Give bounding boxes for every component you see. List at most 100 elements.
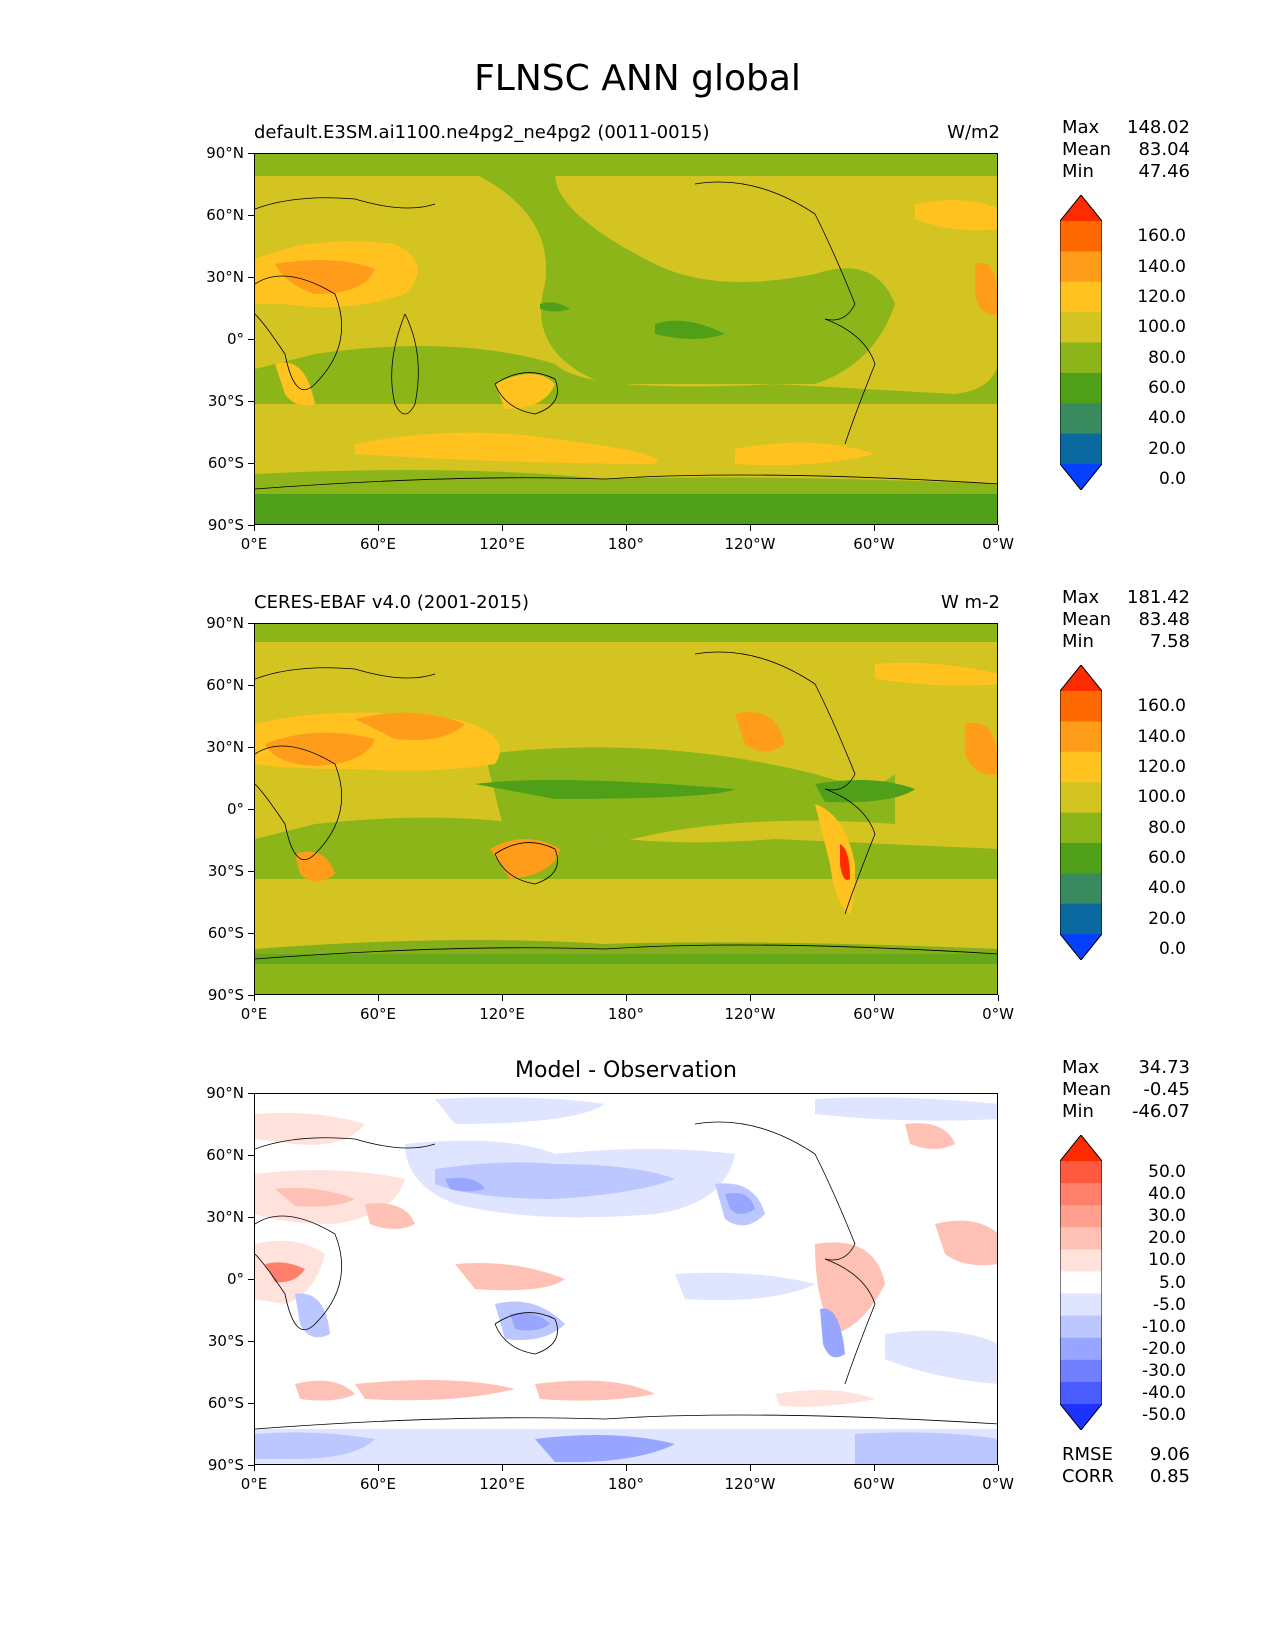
x-tick <box>874 995 875 1001</box>
colorbar-segment <box>1060 721 1102 753</box>
colorbar-tick-label: 5.0 <box>1158 1272 1186 1293</box>
colorbar-segment <box>1060 1359 1102 1383</box>
stat-corr: CORR 0.85 <box>1062 1466 1190 1487</box>
colorbar-segment <box>1060 751 1102 783</box>
panel-title-center: Model - Observation <box>515 1058 737 1083</box>
x-tick <box>502 1465 503 1471</box>
panel-units: W m-2 <box>940 592 1000 613</box>
x-tick-label: 60°E <box>359 1005 397 1023</box>
map-diff <box>254 1093 998 1465</box>
y-tick-label: 0° <box>226 800 244 818</box>
x-tick <box>378 995 379 1001</box>
y-tick-label: 90°S <box>207 1456 244 1474</box>
colorbar-tick-label: 140.0 <box>1137 726 1186 747</box>
x-tick-label: 0°E <box>240 1475 268 1493</box>
x-tick-label: 0°W <box>982 1475 1014 1493</box>
colorbar-segment <box>1060 1205 1102 1228</box>
colorbar-tick-label: -5.0 <box>1152 1294 1186 1315</box>
colorbar-segment <box>1060 1381 1102 1405</box>
x-tick-label: 180° <box>607 1005 645 1023</box>
colorbar-segment <box>1060 1227 1102 1250</box>
colorbar-tick-label: 20.0 <box>1148 1228 1186 1249</box>
x-tick <box>502 995 503 1001</box>
stats-obs: Max 181.42 Mean 83.48 Min 7.58 <box>1062 587 1190 653</box>
panel-title-left: default.E3SM.ai1100.ne4pg2_ne4pg2 (0011-… <box>254 122 710 143</box>
y-tick-label: 60°N <box>206 676 244 694</box>
x-tick <box>874 1465 875 1471</box>
x-tick-label: 60°W <box>853 535 895 553</box>
y-tick-label: 90°N <box>206 144 244 162</box>
y-tick-label: 60°N <box>206 1146 244 1164</box>
y-tick <box>248 277 254 278</box>
x-tick-label: 120°E <box>479 535 525 553</box>
panel-title-left: CERES-EBAF v4.0 (2001-2015) <box>254 592 530 613</box>
stat-mean: Mean 83.04 <box>1062 139 1190 160</box>
y-tick-label: 30°N <box>206 738 244 756</box>
panel-model: default.E3SM.ai1100.ne4pg2_ne4pg2 (0011-… <box>0 0 1275 525</box>
y-tick-label: 30°S <box>207 862 244 880</box>
colorbar-segment <box>1060 1249 1102 1272</box>
stat-min: Min 7.58 <box>1062 631 1190 652</box>
y-tick-label: 60°N <box>206 206 244 224</box>
map-model <box>254 153 998 525</box>
y-tick <box>248 933 254 934</box>
stat-max: Max 34.73 <box>1062 1057 1190 1078</box>
colorbar-segment <box>1060 312 1102 343</box>
colorbar-segment <box>1060 1271 1102 1295</box>
y-tick <box>248 747 254 748</box>
colorbar-tick-label: 20.0 <box>1148 438 1186 459</box>
y-tick-label: 30°N <box>206 1208 244 1226</box>
panel-units: W/m2 <box>947 122 1000 143</box>
x-tick <box>998 1465 999 1471</box>
colorbar-extend-top <box>1060 195 1102 221</box>
colorbar-segment <box>1060 842 1102 874</box>
x-tick <box>254 1465 255 1471</box>
colorbar-segment <box>1060 1183 1102 1206</box>
colorbar-extend-top <box>1060 1135 1102 1161</box>
x-tick-label: 0°W <box>982 1005 1014 1023</box>
y-tick-label: 0° <box>226 330 244 348</box>
colorbar-tick-label: 60.0 <box>1148 378 1186 399</box>
colorbar-tick-label: 50.0 <box>1148 1162 1186 1183</box>
x-tick-label: 120°W <box>724 1475 776 1493</box>
y-tick <box>248 1155 254 1156</box>
colorbar-obs <box>1059 664 1103 961</box>
x-tick <box>750 525 751 531</box>
colorbar-tick-label: 60.0 <box>1148 848 1186 869</box>
colorbar-segment <box>1060 691 1102 722</box>
colorbar-tick-label: 40.0 <box>1148 1184 1186 1205</box>
y-tick <box>248 685 254 686</box>
x-tick-label: 120°W <box>724 1005 776 1023</box>
stat-min: Min -46.07 <box>1062 1101 1190 1122</box>
colorbar-tick-label: -40.0 <box>1142 1382 1186 1403</box>
colorbar-segment <box>1060 281 1102 313</box>
colorbar-tick-label: 0.0 <box>1158 469 1186 490</box>
colorbar-segment <box>1060 372 1102 404</box>
x-tick-label: 0°E <box>240 535 268 553</box>
colorbar-svg <box>1059 664 1103 961</box>
colorbar-extend-bottom <box>1060 464 1102 490</box>
y-tick <box>248 525 254 526</box>
colorbar-tick-label: 100.0 <box>1137 787 1186 808</box>
y-tick-label: 30°S <box>207 392 244 410</box>
colorbar-tick-label: 40.0 <box>1148 878 1186 899</box>
y-tick-label: 30°S <box>207 1332 244 1350</box>
colorbar-diff <box>1059 1134 1103 1431</box>
y-tick-label: 90°N <box>206 1084 244 1102</box>
colorbar-segment <box>1060 342 1102 374</box>
x-tick <box>998 995 999 1001</box>
stats-diff: Max 34.73 Mean -0.45 Min -46.07 <box>1062 1057 1190 1123</box>
x-tick <box>254 525 255 531</box>
colorbar-segment <box>1060 1337 1102 1361</box>
x-tick <box>378 525 379 531</box>
x-tick <box>254 995 255 1001</box>
map-obs-field <box>255 624 997 994</box>
colorbar-tick-label: 120.0 <box>1137 286 1186 307</box>
colorbar-segment <box>1060 251 1102 283</box>
colorbar-tick-label: -20.0 <box>1142 1338 1186 1359</box>
x-tick-label: 60°E <box>359 1475 397 1493</box>
panel-obs: CERES-EBAF v4.0 (2001-2015) W m-2 <box>0 470 1275 995</box>
y-tick <box>248 463 254 464</box>
stat-min: Min 47.46 <box>1062 161 1190 182</box>
y-tick-label: 60°S <box>207 454 244 472</box>
